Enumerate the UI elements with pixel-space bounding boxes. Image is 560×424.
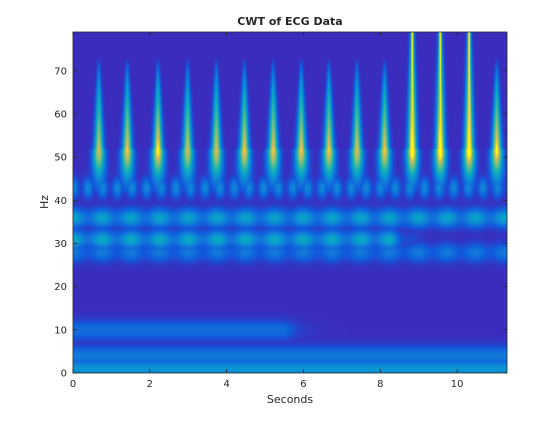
axes: 0 2 4 6 8 10 0 10 20 30 40 50 60 70 [54, 31, 508, 390]
scalogram-heatmap [73, 32, 507, 373]
x-tick-label: 8 [377, 379, 383, 390]
plot-area [73, 32, 507, 373]
x-tick-label: 0 [70, 379, 76, 390]
scalogram-container [73, 32, 507, 373]
x-tick-label: 10 [451, 379, 464, 390]
axes-frame [72, 31, 508, 374]
x-axis-label: Seconds [267, 393, 313, 406]
y-tick-label: 40 [54, 196, 67, 207]
y-tick-label: 30 [54, 239, 67, 250]
y-tick-label: 0 [61, 369, 67, 380]
y-tick-label: 50 [54, 153, 67, 164]
chart-title: CWT of ECG Data [237, 15, 342, 28]
x-tick-label: 4 [223, 379, 229, 390]
y-tick-label: 60 [54, 110, 67, 121]
x-tick-label: 6 [300, 379, 306, 390]
y-tick-label: 10 [54, 325, 67, 336]
x-tick-label: 2 [147, 379, 153, 390]
y-tick-label: 70 [54, 66, 67, 77]
y-axis-label: Hz [38, 195, 51, 209]
y-tick-label: 20 [54, 282, 67, 293]
